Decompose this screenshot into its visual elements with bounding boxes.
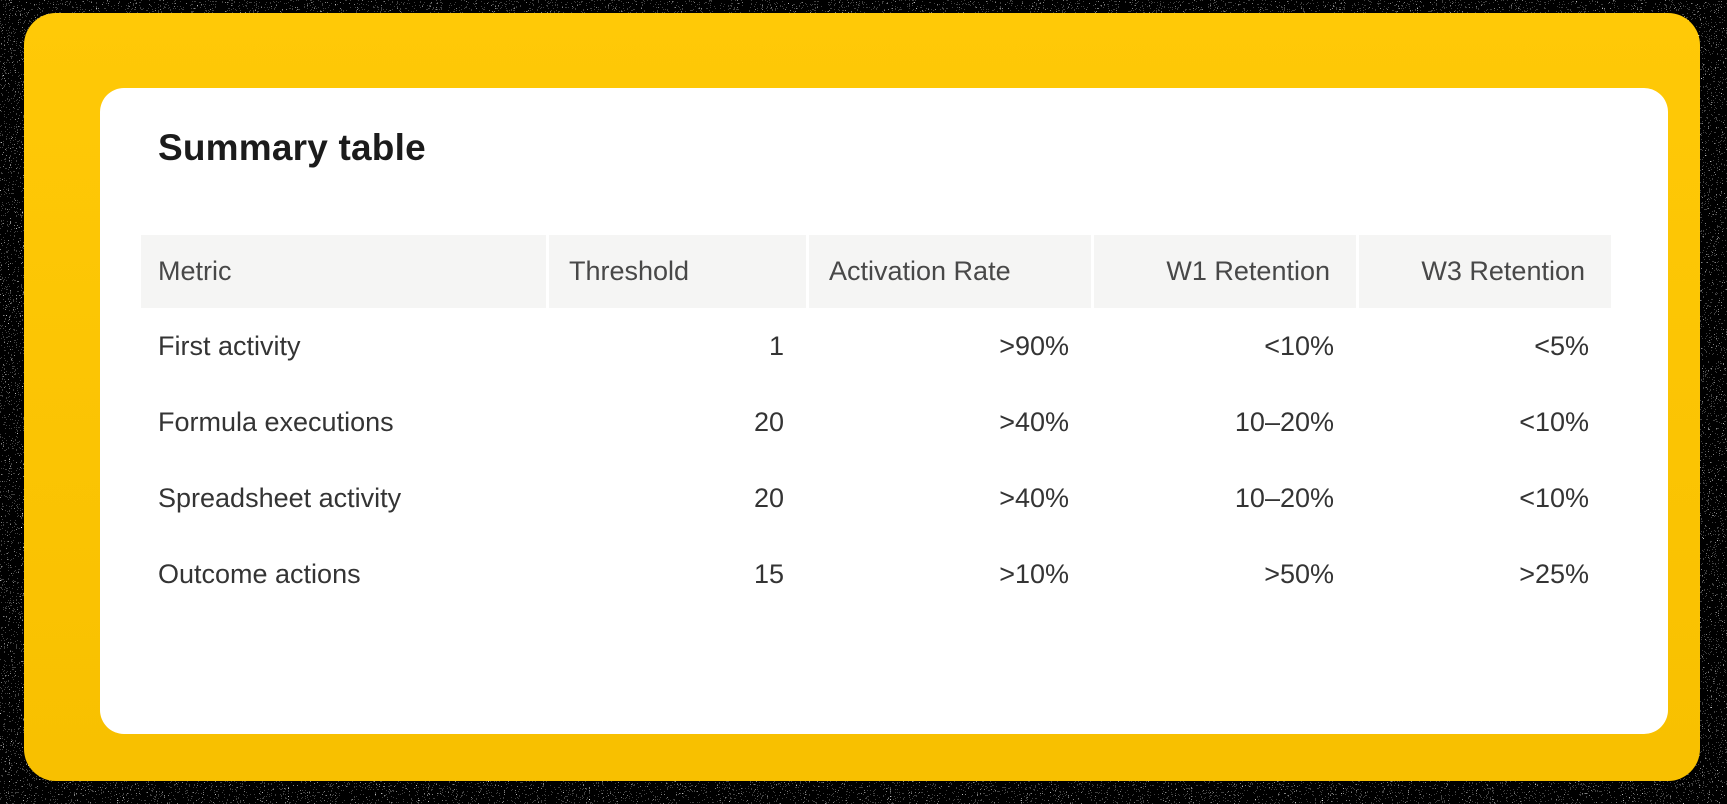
table-row: First activity 1 >90% <10% <5% — [141, 308, 1611, 384]
cell-threshold: 1 — [768, 330, 784, 361]
cell-activation-rate: >10% — [999, 558, 1069, 589]
cell-w3-retention: <5% — [1534, 330, 1589, 361]
cell-activation-rate: >40% — [999, 406, 1069, 437]
column-header-metric: Metric — [141, 235, 546, 308]
column-header-w3-retention: W3 Retention — [1356, 235, 1611, 308]
column-header-threshold: Threshold — [546, 235, 806, 308]
column-header-w1-retention: W1 Retention — [1091, 235, 1356, 308]
cell-activation-rate: >90% — [999, 330, 1069, 361]
cell-w3-retention: >25% — [1519, 558, 1589, 589]
table-row: Outcome actions 15 >10% >50% >25% — [141, 536, 1611, 612]
cell-w3-retention: <10% — [1519, 406, 1589, 437]
cell-w1-retention: >50% — [1264, 558, 1334, 589]
cell-metric: Spreadsheet activity — [158, 482, 402, 513]
cell-threshold: 20 — [753, 406, 784, 437]
summary-table: Metric Threshold Activation Rate W1 Rete… — [141, 235, 1611, 612]
page-title: Summary table — [158, 127, 426, 168]
cell-w3-retention: <10% — [1519, 482, 1589, 513]
cell-w1-retention: 10–20% — [1234, 406, 1334, 437]
cell-activation-rate: >40% — [999, 482, 1069, 513]
cell-metric: Formula executions — [158, 406, 394, 437]
table-row: Spreadsheet activity 20 >40% 10–20% <10% — [141, 460, 1611, 536]
table-row: Formula executions 20 >40% 10–20% <10% — [141, 384, 1611, 460]
cell-threshold: 15 — [753, 558, 784, 589]
header-row: Metric Threshold Activation Rate W1 Rete… — [141, 235, 1611, 308]
cell-w1-retention: 10–20% — [1234, 482, 1334, 513]
yellow-frame: Summary table Metric Threshold Activatio… — [24, 13, 1700, 781]
cell-metric: First activity — [158, 330, 301, 361]
column-header-activation-rate: Activation Rate — [806, 235, 1091, 308]
cell-metric: Outcome actions — [158, 558, 361, 589]
summary-card: Summary table Metric Threshold Activatio… — [100, 88, 1668, 734]
cell-w1-retention: <10% — [1264, 330, 1334, 361]
cell-threshold: 20 — [753, 482, 784, 513]
